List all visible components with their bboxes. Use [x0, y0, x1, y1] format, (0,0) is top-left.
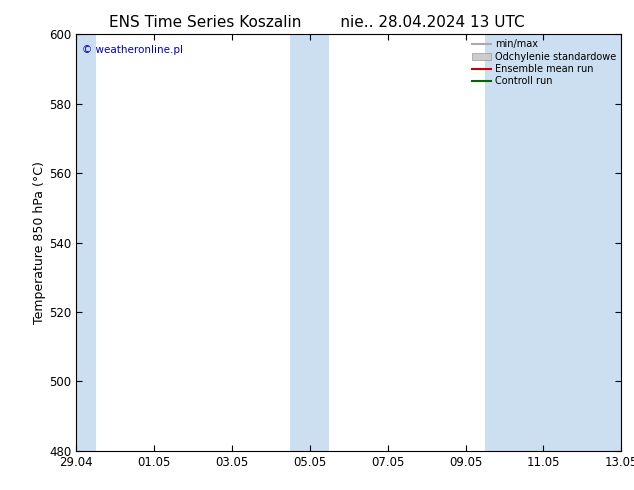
Text: © weatheronline.pl: © weatheronline.pl	[82, 45, 183, 55]
Bar	[290, 34, 329, 451]
Y-axis label: Temperature 850 hPa (°C): Temperature 850 hPa (°C)	[33, 161, 46, 324]
Bar	[70, 34, 96, 451]
Legend: min/max, Odchylenie standardowe, Ensemble mean run, Controll run: min/max, Odchylenie standardowe, Ensembl…	[470, 37, 618, 88]
Bar	[485, 34, 627, 451]
Text: ENS Time Series Koszalin        nie.. 28.04.2024 13 UTC: ENS Time Series Koszalin nie.. 28.04.202…	[109, 15, 525, 30]
